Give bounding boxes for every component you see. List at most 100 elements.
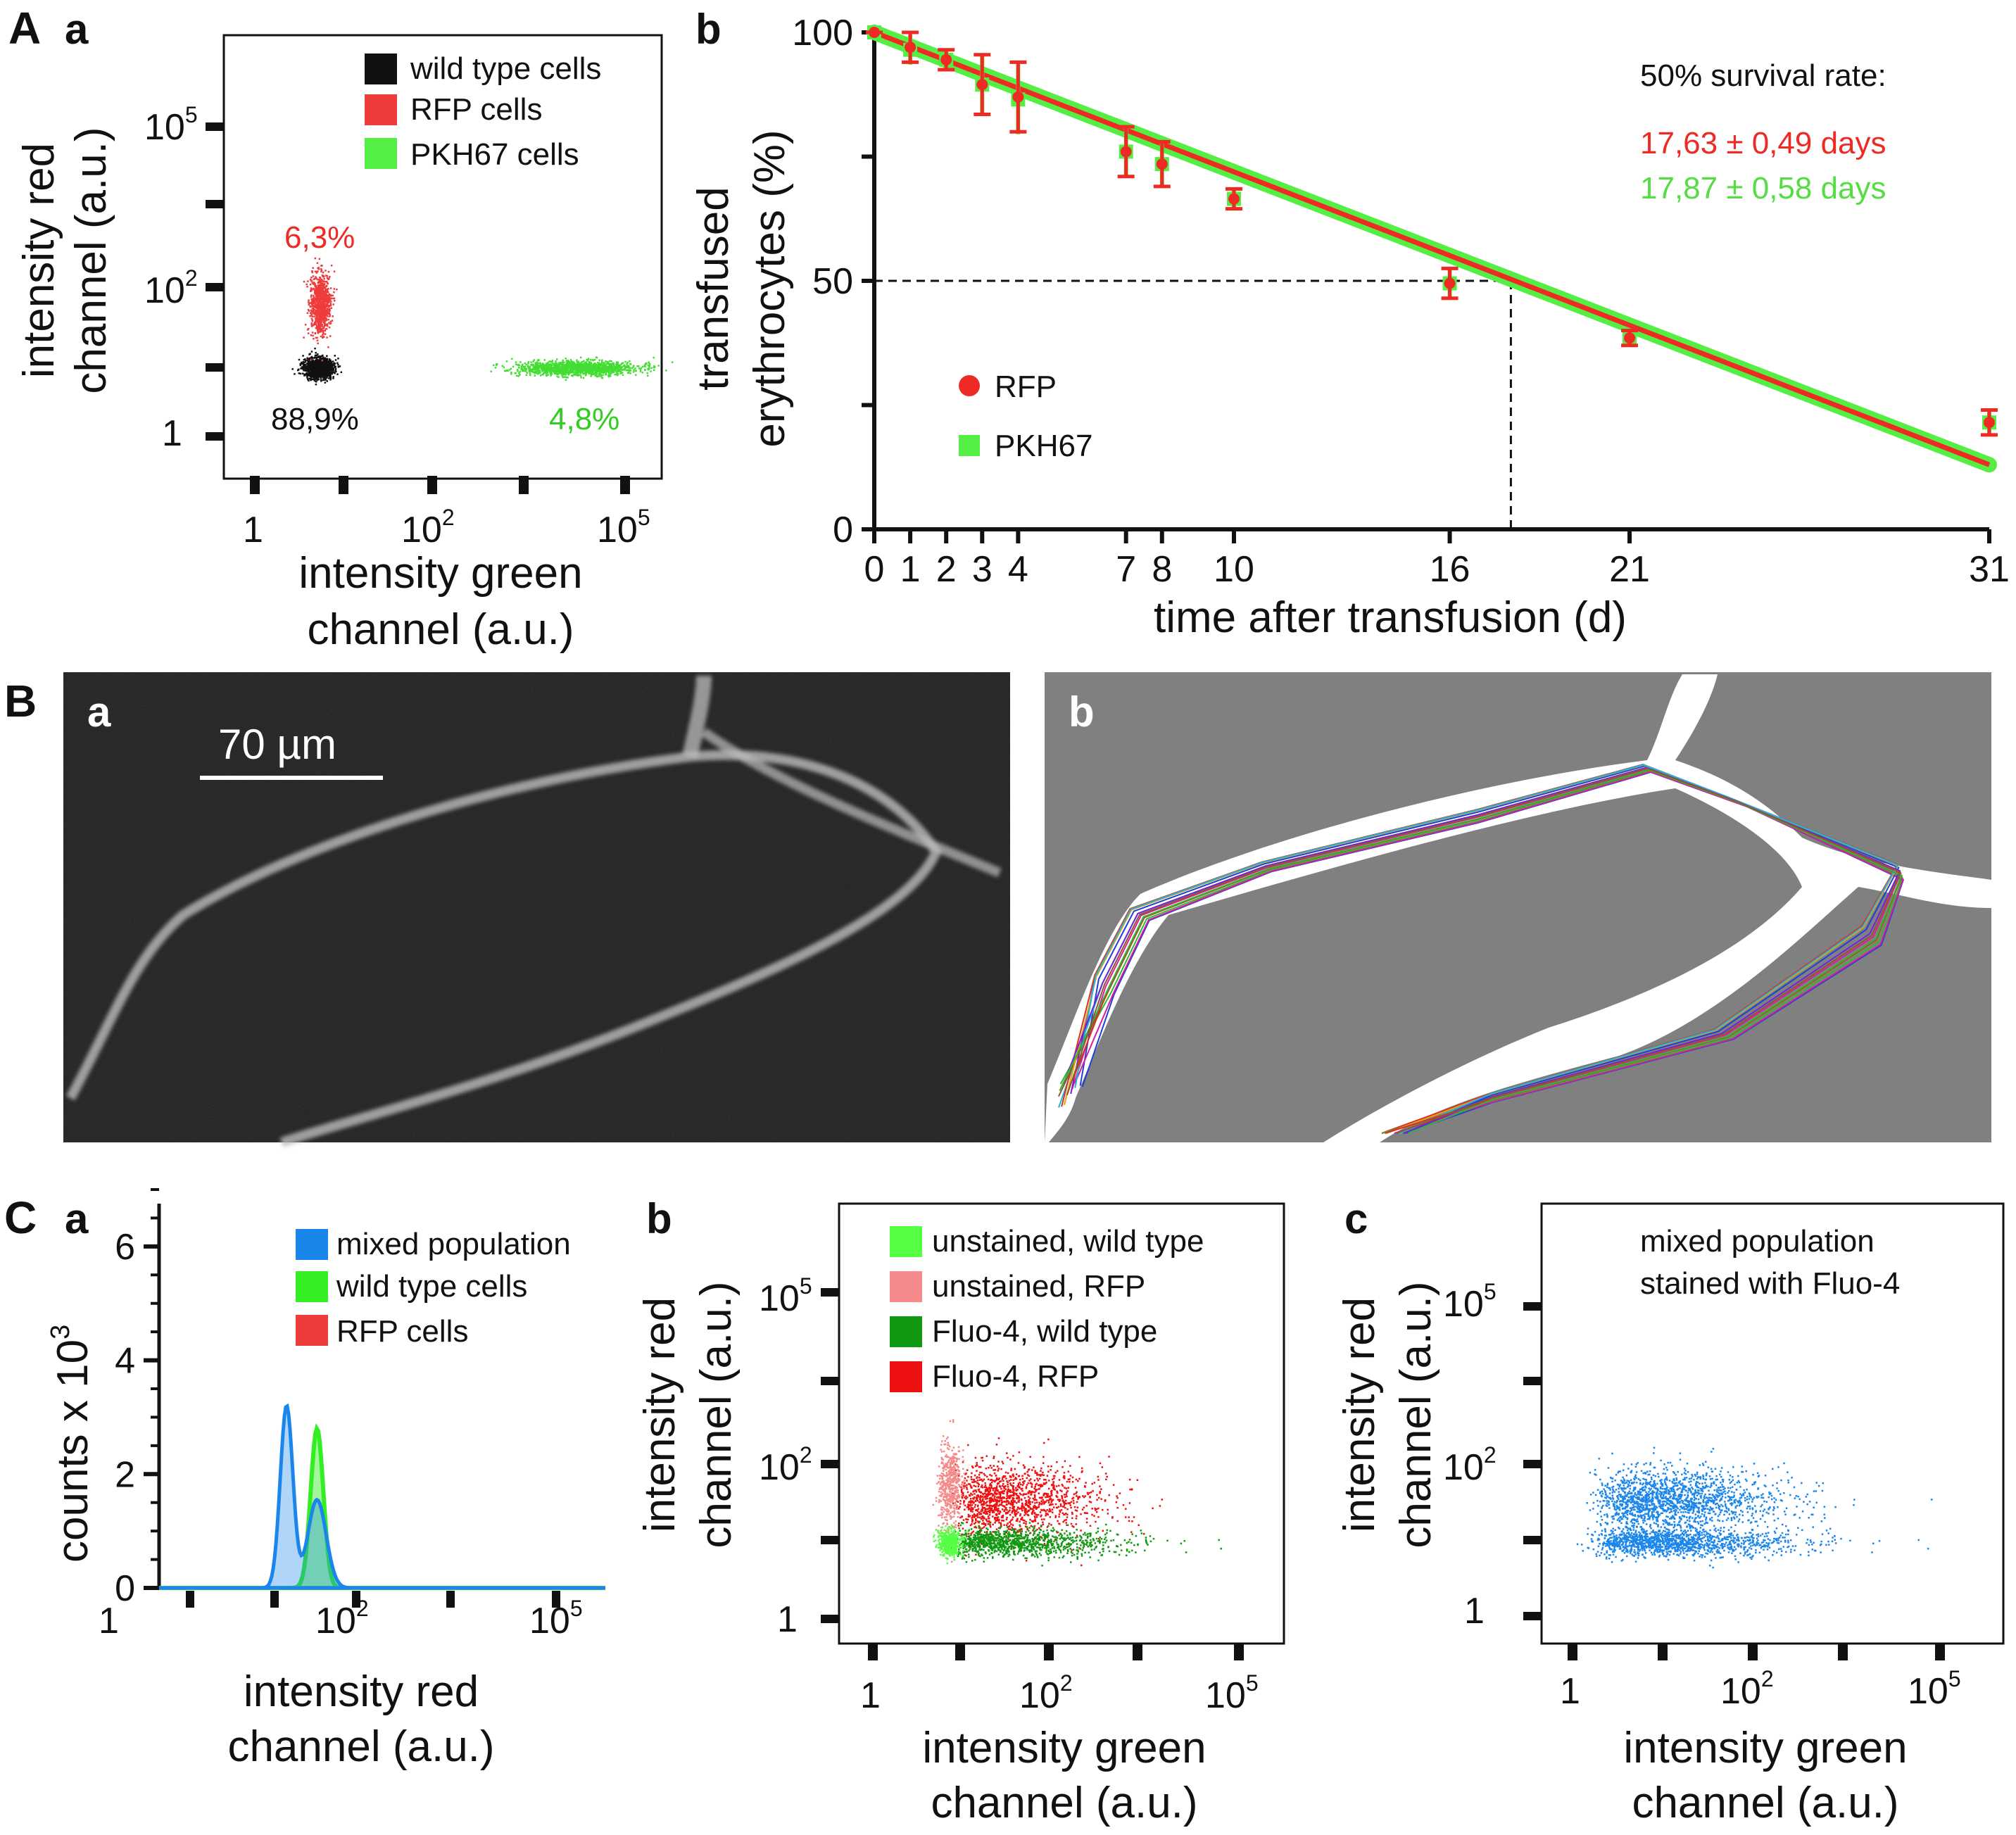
scatter-point-fluo4-rfp	[980, 1486, 983, 1488]
y-tick-label: 50	[812, 261, 853, 302]
scatter-point-fluo4-rfp	[1043, 1542, 1046, 1545]
scatter-point-fluo4-rfp	[1019, 1478, 1021, 1481]
scatter-point-fluo4-rfp	[998, 1477, 1000, 1480]
scatter-point-pkh67	[550, 363, 553, 365]
histogram-mixed	[159, 1403, 605, 1590]
scatter-point-fluo4-rfp	[1087, 1493, 1089, 1496]
scatter-point-rfp	[322, 310, 324, 313]
scatter-point-pkh67	[653, 356, 655, 359]
scatter-point-pkh67	[566, 368, 568, 371]
scatter-point-fluo4-rfp	[1080, 1513, 1082, 1515]
scatter-point-fluo4-rfp	[1048, 1504, 1051, 1506]
scatter-point-pkh67	[546, 362, 549, 365]
scatter-point-fluo4-rfp	[967, 1475, 969, 1478]
scatter-point-fluo4-rfp	[1033, 1480, 1036, 1482]
scatter-point-pkh67	[570, 370, 573, 373]
scatter-point-pkh67	[579, 365, 581, 368]
scatter-point-fluo4-rfp	[990, 1479, 993, 1481]
scatter-point-pkh67	[569, 358, 572, 361]
scatter-point-pkh67	[547, 374, 549, 376]
scatter-point-pkh67	[601, 371, 603, 374]
percent-rfp: 6,3%	[284, 220, 355, 255]
scatter-point-fluo4-rfp	[1010, 1469, 1012, 1472]
scatter-point-fluo4-rfp	[962, 1493, 964, 1495]
scatter-point-pkh67	[618, 370, 620, 372]
scatter-point-rfp	[321, 315, 324, 317]
scatter-point-wild-type	[317, 371, 320, 373]
scatter-point-rfp	[323, 292, 325, 294]
scatter-point-pkh67	[566, 370, 569, 373]
scatter-point-fluo4-rfp	[969, 1483, 971, 1485]
scatter-point-fluo4-rfp	[1052, 1478, 1054, 1481]
scatter-point-fluo4-rfp	[1010, 1523, 1012, 1525]
scatter-point-fluo4-rfp	[976, 1477, 978, 1480]
scatter-point-pkh67	[529, 369, 532, 372]
scatter-point-fluo4-rfp	[1001, 1519, 1003, 1522]
scatter-point-pkh67	[510, 372, 512, 375]
scatter-point-pkh67	[607, 362, 610, 364]
scatter-point-fluo4-rfp	[1129, 1488, 1131, 1491]
scatter-point-rfp	[312, 309, 315, 311]
scatter-point-fluo4-rfp	[1047, 1487, 1050, 1490]
scatter-point-wild-type	[315, 362, 317, 364]
scatter-point-rfp	[325, 324, 327, 326]
scatter-point-pkh67	[598, 362, 600, 365]
scatter-point-wild-type	[326, 355, 328, 358]
scatter-point-rfp	[314, 321, 317, 323]
scatter-point-pkh67	[636, 365, 638, 367]
scatter-point-pkh67	[547, 364, 549, 366]
scatter-point-pkh67	[530, 361, 532, 363]
scatter-point-fluo4-rfp	[1017, 1484, 1020, 1486]
scatter-point-pkh67	[536, 365, 538, 367]
scatter-point-pkh67	[510, 371, 512, 374]
scatter-point-pkh67	[613, 366, 616, 369]
scatter-point-pkh67	[619, 370, 622, 372]
scatter-point-fluo4-rfp	[1063, 1494, 1066, 1496]
scatter-point-fluo4-rfp	[1010, 1500, 1013, 1502]
scatter-point-pkh67	[574, 366, 577, 369]
scatter-point-fluo4-rfp	[1081, 1508, 1084, 1511]
scatter-point-pkh67	[598, 359, 600, 362]
scatter-point-fluo4-rfp	[1047, 1499, 1050, 1502]
scatter-point-pkh67	[572, 374, 575, 376]
scatter-point-fluo4-rfp	[1069, 1465, 1071, 1467]
scatter-point-pkh67	[547, 369, 549, 371]
scatter-point-wild-type	[334, 367, 337, 370]
scatter-point-fluo4-rfp	[974, 1496, 976, 1499]
scatter-point-pkh67	[594, 368, 596, 371]
scatter-point-rfp	[315, 277, 317, 279]
y-axis-tick	[821, 1536, 839, 1544]
scatter-point-rfp	[319, 284, 321, 286]
scatter-point-rfp	[305, 283, 308, 286]
scatter-point-rfp	[322, 301, 325, 303]
scatter-point-fluo4-rfp	[1025, 1522, 1027, 1525]
scatter-point-rfp	[316, 336, 318, 339]
scatter-point-fluo4-rfp	[1116, 1495, 1118, 1497]
scatter-point-rfp	[317, 284, 320, 286]
scatter-point-fluo4-rfp	[985, 1496, 988, 1498]
scatter-point-pkh67	[584, 374, 587, 377]
scatter-point-rfp	[327, 291, 329, 294]
y-axis-tick	[206, 122, 224, 131]
scatter-point-pkh67	[565, 379, 567, 381]
scatter-point-fluo4-rfp	[1011, 1511, 1013, 1514]
scatter-point-pkh67	[605, 367, 607, 370]
scatter-point-pkh67	[525, 363, 527, 366]
scatter-point-fluo4-rfp	[1007, 1481, 1009, 1484]
scatter-point-rfp	[327, 308, 329, 310]
legend-swatch-pkh67	[365, 138, 397, 169]
scatter-point-rfp	[322, 271, 325, 274]
scatter-point-pkh67	[588, 362, 591, 365]
scatter-point-fluo4-rfp	[976, 1516, 979, 1518]
scatter-point-rfp	[325, 328, 328, 330]
scatter-point-pkh67	[560, 372, 562, 374]
scatter-point-fluo4-rfp	[1075, 1492, 1077, 1495]
scatter-point-fluo4-rfp	[1054, 1471, 1057, 1474]
legend-swatch-rfp	[296, 1315, 328, 1346]
scatter-point-pkh67	[574, 367, 577, 370]
scatter-point-pkh67	[527, 362, 529, 365]
scatter-point-rfp	[308, 301, 310, 303]
scatter-point-rfp	[320, 329, 323, 331]
scatter-point-wild-type	[307, 372, 309, 375]
scatter-point-rfp	[328, 298, 330, 301]
